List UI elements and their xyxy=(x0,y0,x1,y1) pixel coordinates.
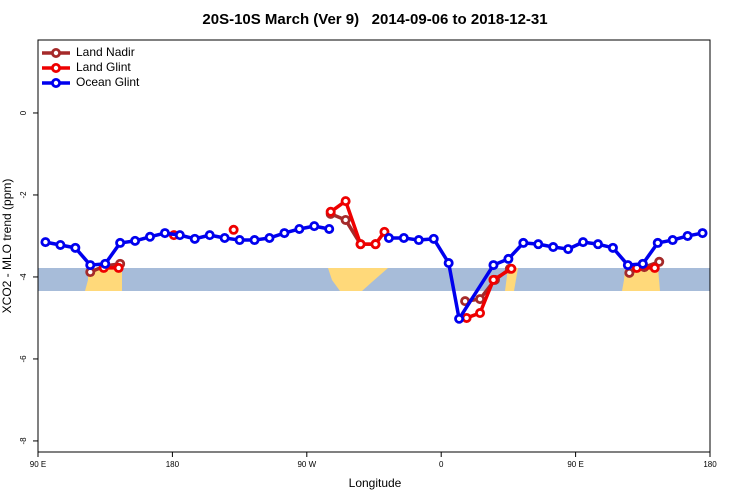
point xyxy=(144,231,155,242)
x-tick-label: 180 xyxy=(166,460,180,469)
point xyxy=(130,235,141,246)
x-tick-label: 180 xyxy=(703,460,717,469)
land xyxy=(505,268,518,291)
point xyxy=(219,233,230,244)
point xyxy=(325,206,336,217)
point xyxy=(189,233,200,244)
point xyxy=(264,233,275,244)
point xyxy=(533,239,544,250)
point xyxy=(249,235,260,246)
point xyxy=(506,263,517,274)
point xyxy=(234,235,245,246)
point xyxy=(488,274,499,285)
plot-frame xyxy=(37,39,711,453)
y-tick-label: -4 xyxy=(19,273,28,281)
point xyxy=(340,214,351,225)
point xyxy=(682,230,693,241)
point xyxy=(503,253,514,264)
point xyxy=(461,312,472,323)
point xyxy=(518,237,529,248)
point xyxy=(654,256,665,267)
point xyxy=(228,224,239,235)
point xyxy=(593,239,604,250)
point xyxy=(70,242,81,253)
point xyxy=(55,239,66,250)
point xyxy=(624,267,635,278)
point xyxy=(174,230,185,241)
legend-label: Land Glint xyxy=(76,60,131,74)
point xyxy=(40,237,51,248)
y-axis-label: XCO2 - MLO trend (ppm) xyxy=(0,179,14,314)
y-tick-label: -6 xyxy=(19,355,28,363)
point xyxy=(113,262,124,273)
point xyxy=(204,230,215,241)
point xyxy=(637,258,648,269)
point xyxy=(488,260,499,271)
legend-label: Land Nadir xyxy=(76,45,135,59)
point xyxy=(413,235,424,246)
legend-label: Ocean Glint xyxy=(76,75,140,89)
point xyxy=(159,228,170,239)
y-tick-label: -8 xyxy=(19,437,28,445)
point xyxy=(622,260,633,271)
x-tick-label: 90 W xyxy=(297,460,316,469)
point xyxy=(475,294,486,305)
y-tick-label: 0 xyxy=(19,110,28,115)
land xyxy=(328,268,388,291)
point xyxy=(309,221,320,232)
point xyxy=(340,196,351,207)
point xyxy=(607,242,618,253)
point xyxy=(697,228,708,239)
x-axis-label: Longitude xyxy=(349,476,402,490)
point xyxy=(578,237,589,248)
point xyxy=(279,228,290,239)
point xyxy=(85,260,96,271)
point xyxy=(324,223,335,234)
point xyxy=(428,233,439,244)
point xyxy=(548,242,559,253)
chart-title: 20S-10S March (Ver 9) 2014-09-06 to 2018… xyxy=(202,11,547,28)
legend-marker xyxy=(51,78,62,89)
x-tick-label: 0 xyxy=(439,460,444,469)
x-tick-label: 90 E xyxy=(567,460,583,469)
point xyxy=(383,233,394,244)
point xyxy=(294,223,305,234)
point xyxy=(115,237,126,248)
x-tick-label: 90 E xyxy=(30,460,46,469)
point xyxy=(379,226,390,237)
point xyxy=(443,258,454,269)
y-tick-label: -2 xyxy=(19,191,28,199)
point xyxy=(649,262,660,273)
point xyxy=(667,235,678,246)
legend-marker xyxy=(51,48,62,59)
point xyxy=(100,258,111,269)
point xyxy=(355,239,366,250)
point xyxy=(475,308,486,319)
point xyxy=(454,313,465,324)
point xyxy=(370,239,381,250)
point xyxy=(563,244,574,255)
point xyxy=(398,233,409,244)
map-band xyxy=(38,268,710,291)
legend-marker xyxy=(51,63,62,74)
point xyxy=(652,237,663,248)
